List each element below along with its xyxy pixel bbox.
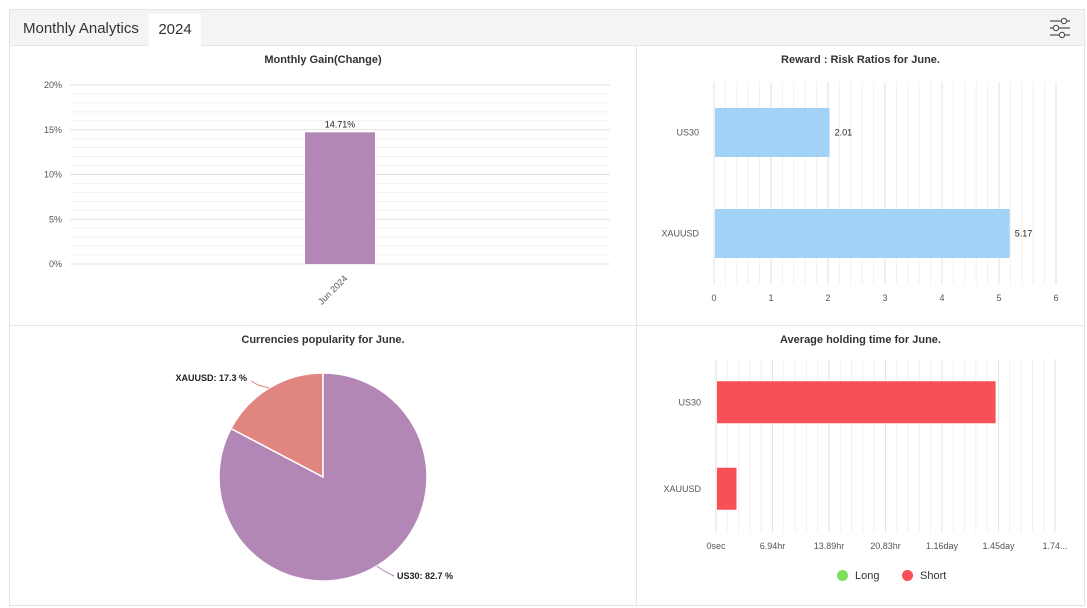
legend-label: Short xyxy=(920,570,947,582)
y-tick-label: XAUUSD xyxy=(663,484,701,494)
pie-slice[interactable] xyxy=(229,372,324,479)
x-tick-label: 3 xyxy=(882,293,887,303)
reward-risk-chart: 0 1 2 3 4 5 6 US30 2.01 XAUUSD 5.17 xyxy=(661,82,1059,303)
x-tick-label: 1.74... xyxy=(1042,541,1067,551)
pie-slice[interactable] xyxy=(218,372,428,582)
y-tick-label: US30 xyxy=(676,128,699,138)
x-tick-label: 5 xyxy=(996,293,1001,303)
legend-item-long[interactable]: Long xyxy=(837,570,879,582)
currencies-panel: Currencies popularity for June. XAUUSD: … xyxy=(10,325,636,605)
bar-value-label: 2.01 xyxy=(835,128,853,138)
x-tick-label: 0sec xyxy=(706,541,726,551)
chart-title: Monthly Gain(Change) xyxy=(264,54,382,66)
chart-title: Reward : Risk Ratios for June. xyxy=(781,54,940,66)
holding-time-panel: Average holding time for June. 0sec 6.94h… xyxy=(637,325,1084,605)
bar[interactable] xyxy=(305,132,375,264)
y-tick-label: 0% xyxy=(49,259,62,269)
currencies-pie-chart: XAUUSD: 17.3 % US30: 82.7 % xyxy=(175,372,453,582)
x-tick-label: 0 xyxy=(711,293,716,303)
bar-value-label: 14.71% xyxy=(325,119,356,129)
y-tick-label: 15% xyxy=(44,125,62,135)
slice-connector xyxy=(376,565,395,577)
tab-year[interactable]: 2024 xyxy=(149,14,201,46)
slice-connector xyxy=(250,380,270,389)
y-tick-label: US30 xyxy=(678,397,701,407)
x-tick-label: 1 xyxy=(768,293,773,303)
bar-value-label: 5.17 xyxy=(1015,229,1033,239)
y-tick-label: 20% xyxy=(44,80,62,90)
panel-divider-vertical xyxy=(636,46,637,606)
monthly-gain-panel: Monthly Gain(Change) 0% 5% 10% 15% 20% 14.71%… xyxy=(10,46,636,324)
sliders-icon xyxy=(1050,17,1070,39)
analytics-widget: Monthly Analytics 2024 xyxy=(9,9,1085,606)
settings-button[interactable] xyxy=(1048,17,1072,39)
widget-title: Monthly Analytics xyxy=(23,20,139,37)
legend-dot xyxy=(837,570,848,581)
x-tick-label: Jun 2024 xyxy=(316,273,349,306)
slice-label: US30: 82.7 % xyxy=(397,571,453,581)
x-tick-label: 2 xyxy=(825,293,830,303)
legend-dot xyxy=(902,570,913,581)
y-tick-label: 5% xyxy=(49,214,62,224)
x-tick-label: 4 xyxy=(939,293,944,303)
x-tick-label: 6 xyxy=(1053,293,1058,303)
x-tick-label: 13.89hr xyxy=(814,541,845,551)
monthly-gain-chart: 0% 5% 10% 15% 20% 14.71% Jun 2024 xyxy=(44,80,610,307)
bar[interactable] xyxy=(715,209,1010,258)
widget-header: Monthly Analytics 2024 xyxy=(10,10,1084,46)
legend-item-short[interactable]: Short xyxy=(902,570,946,582)
x-tick-label: 1.16day xyxy=(926,541,959,551)
holding-time-chart: 0sec 6.94hr 13.89hr 20.83hr 1.16day 1.45day 1.… xyxy=(663,359,1068,551)
x-tick-label: 6.94hr xyxy=(760,541,786,551)
x-tick-label: 20.83hr xyxy=(870,541,901,551)
y-tick-label: 10% xyxy=(44,170,62,180)
chart-title: Average holding time for June. xyxy=(780,334,941,346)
bar[interactable] xyxy=(717,381,996,424)
reward-risk-panel: Reward : Risk Ratios for June. 0 1 2 3 4 5 6 US… xyxy=(637,46,1084,324)
bar[interactable] xyxy=(715,108,830,157)
legend-label: Long xyxy=(855,570,880,582)
slice-label: XAUUSD: 17.3 % xyxy=(175,373,247,383)
bar[interactable] xyxy=(717,467,737,510)
y-tick-label: XAUUSD xyxy=(661,229,699,239)
chart-title: Currencies popularity for June. xyxy=(241,334,405,346)
x-tick-label: 1.45day xyxy=(982,541,1015,551)
panel-divider-horizontal xyxy=(10,325,1084,326)
